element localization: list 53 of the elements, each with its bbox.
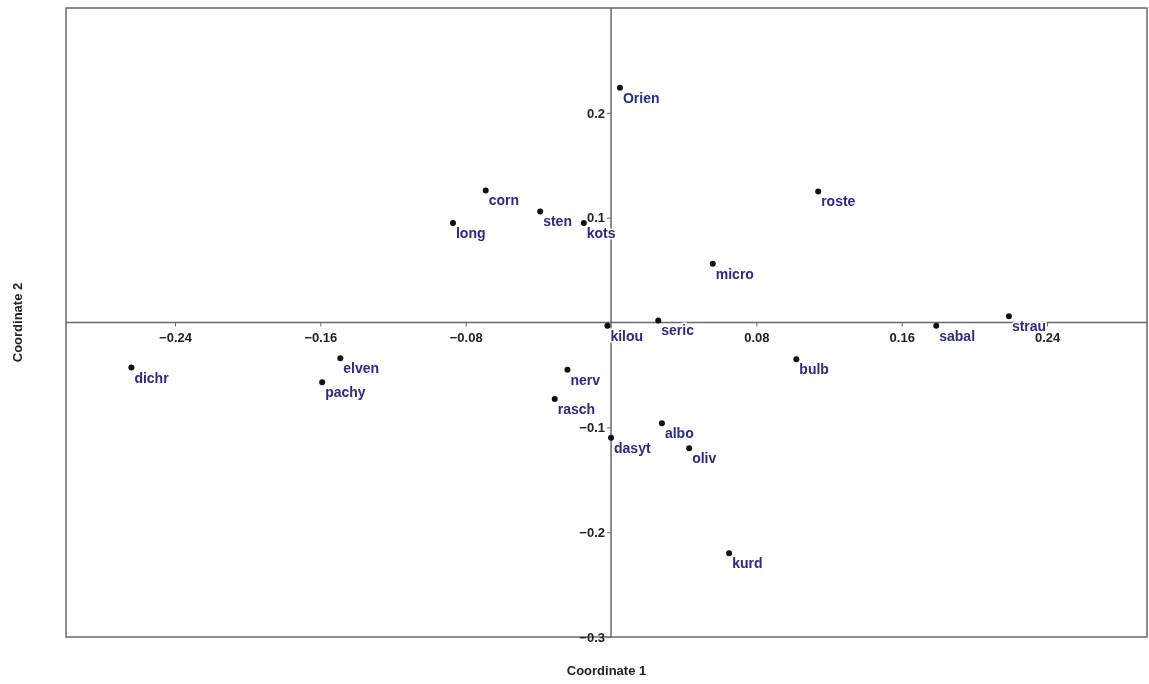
y-tick-label: −0.1 — [579, 419, 606, 435]
x-tick-label: −0.08 — [449, 329, 483, 345]
y-tick-label: 0.2 — [586, 105, 606, 121]
point — [604, 322, 611, 329]
annotation: rasch — [557, 401, 596, 418]
x-tick-label: −0.16 — [304, 329, 338, 345]
annotation: dasyt — [614, 439, 651, 456]
annotation: corn — [488, 192, 520, 209]
x-tick-label: 0.08 — [744, 329, 770, 345]
annotation: sten — [543, 213, 572, 230]
point — [564, 366, 571, 373]
point — [793, 356, 800, 363]
point — [319, 379, 326, 386]
point — [709, 260, 716, 267]
y-axis-title: Coordinate 2 — [10, 282, 25, 363]
annotation: nerv — [570, 371, 601, 388]
point — [616, 84, 623, 91]
x-tick-label: −0.24 — [159, 329, 193, 345]
point — [608, 434, 615, 441]
annotation: oliv — [692, 450, 717, 467]
point — [658, 420, 665, 427]
point — [815, 188, 822, 195]
annotation: kurd — [732, 555, 763, 572]
point — [537, 208, 544, 215]
y-tick-label: 0.1 — [586, 210, 606, 226]
annotation: sabal — [939, 327, 976, 344]
point — [337, 355, 344, 362]
annotation: elven — [343, 360, 380, 377]
annotation: roste — [821, 193, 856, 210]
annotation: Orien — [622, 89, 660, 106]
annotation: kots — [586, 224, 616, 241]
annotation: albo — [664, 425, 694, 442]
annotation: dichr — [134, 369, 170, 386]
x-tick-label: 0.16 — [889, 329, 915, 345]
point — [482, 187, 489, 194]
point — [686, 445, 693, 452]
point — [551, 396, 558, 403]
point — [449, 219, 456, 226]
annotation: bulb — [799, 361, 829, 378]
annotation: kilou — [610, 327, 644, 344]
point — [128, 364, 135, 371]
annotation: micro — [715, 265, 754, 282]
y-tick-label: −0.3 — [579, 629, 606, 645]
point — [726, 550, 733, 557]
annotation: seric — [661, 322, 695, 339]
x-axis-title: Coordinate 1 — [566, 663, 647, 678]
annotation: long — [455, 224, 486, 241]
point — [933, 322, 940, 329]
point — [580, 219, 587, 226]
annotation: pachy — [325, 384, 366, 401]
point — [655, 317, 662, 324]
point — [1005, 313, 1012, 320]
y-tick-label: −0.2 — [579, 524, 606, 540]
